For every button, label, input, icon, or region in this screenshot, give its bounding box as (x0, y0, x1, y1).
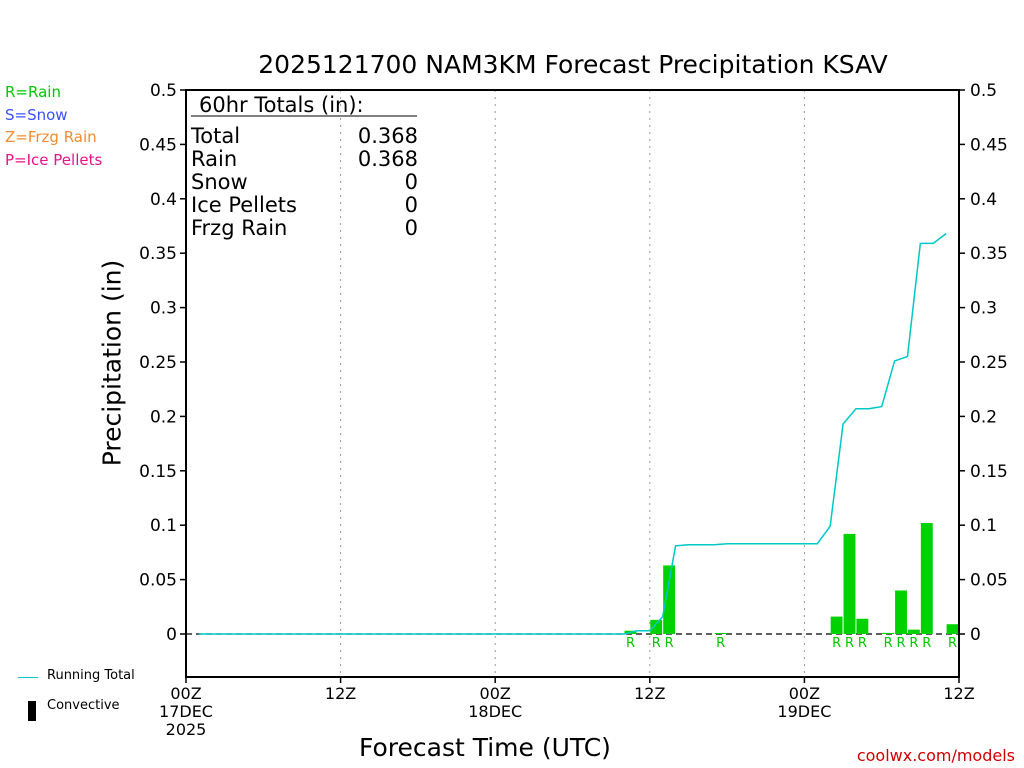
x-tick-label: 2025 (166, 720, 207, 739)
convective-legend-label: Convective (47, 698, 120, 713)
precip-bar (920, 523, 933, 634)
precip-type-label: R (845, 636, 854, 651)
y-tick-label-right: 0.5 (970, 81, 997, 101)
precip-type-label: R (652, 636, 661, 651)
y-tick-label-right: 0.35 (970, 244, 1008, 264)
totals-row-label: Total (190, 124, 240, 148)
grid-lines (186, 90, 959, 677)
x-tick-label: 12Z (325, 684, 356, 703)
running-total-layer (198, 233, 947, 635)
y-tick-label-left: 0.4 (150, 190, 177, 210)
precip-bar (907, 629, 920, 634)
y-tick-label-right: 0.05 (970, 571, 1008, 591)
precip-bar (650, 619, 663, 634)
y-tick-label-left: 0.35 (139, 244, 177, 264)
y-tick-label-left: 0.05 (139, 571, 177, 591)
precip-bar (895, 590, 907, 634)
source-credit: coolwx.com/models (856, 746, 1015, 765)
x-tick-label: 12Z (634, 684, 665, 703)
y-tick-label-right: 0.2 (970, 407, 997, 427)
totals-row-value: 0.368 (358, 147, 418, 171)
precip-type-label: R (884, 636, 893, 651)
y-tick-label-right: 0.3 (970, 299, 997, 319)
totals-row-value: 0 (405, 216, 418, 240)
y-tick-label-right: 0.45 (970, 135, 1008, 155)
totals-row-label: Rain (191, 147, 237, 171)
x-tick-label: 00Z (170, 684, 201, 703)
totals-row-value: 0 (405, 193, 418, 217)
y-tick-label-left: 0.5 (150, 81, 177, 101)
totals-row-label: Frzg Rain (191, 216, 287, 240)
totals-box: 60hr Totals (in): Total 0.368 Rain 0.368 Snow… (190, 93, 418, 240)
running-total-line (198, 233, 947, 635)
legend-ice-pellets: P=Ice Pellets (5, 150, 103, 169)
precip-type-label: R (909, 636, 918, 651)
precip-bar (830, 616, 843, 634)
precip-type-label: R (948, 636, 957, 651)
precip-type-label: R (832, 636, 841, 651)
precip-type-legend: R=Rain S=Snow Z=Frzg Rain P=Ice Pellets (5, 81, 102, 171)
y-tick-label-left: 0.1 (150, 516, 177, 536)
totals-row-label: Snow (191, 170, 248, 194)
y-tick-label-right: 0.15 (970, 462, 1008, 482)
precip-type-label: R (922, 636, 931, 651)
x-tick-label: 17DEC (159, 702, 213, 721)
precip-bar (843, 533, 856, 634)
precip-bar (663, 565, 676, 634)
x-tick-label: 00Z (480, 684, 511, 703)
y-tick-label-right: 0.25 (970, 353, 1008, 373)
y-tick-label-left: 0.25 (139, 353, 177, 373)
convective-swatch (28, 701, 36, 721)
running-total-swatch (18, 677, 38, 678)
totals-row-label: Ice Pellets (191, 193, 297, 217)
precip-type-label: R (665, 636, 674, 651)
precip-bar (714, 633, 727, 634)
plot-frame (185, 89, 960, 678)
precip-type-label: R (897, 636, 906, 651)
x-axis-label: Forecast Time (UTC) (359, 733, 611, 762)
x-tick-label: 18DEC (468, 702, 522, 721)
precip-bar (856, 618, 869, 634)
precip-bar (882, 632, 895, 634)
y-tick-label-left: 0 (166, 625, 177, 645)
x-tick-label: 19DEC (777, 702, 831, 721)
y-tick-label-right: 0.4 (970, 190, 997, 210)
axes: 0.5 0.5 0.45 0.45 0.4 0.4 0.35 0.35 0.3 0.3 0.25 0.… (139, 81, 1008, 739)
chart-title: 2025121700 NAM3KM Forecast Precipitation… (258, 50, 888, 79)
legend-snow: S=Snow (5, 105, 68, 124)
y-tick-label-right: 0 (970, 625, 981, 645)
precip-bars (624, 523, 959, 634)
precip-type-label: R (626, 636, 635, 651)
legend-frzg-rain: Z=Frzg Rain (5, 128, 97, 146)
running-total-legend-label: Running Total (47, 668, 135, 683)
precip-bar (946, 624, 959, 634)
y-tick-label-left: 0.45 (139, 135, 177, 155)
y-tick-label-right: 0.1 (970, 516, 997, 536)
precip-type-label: R (858, 636, 867, 651)
y-tick-label-left: 0.15 (139, 462, 177, 482)
precip-type-label: R (716, 636, 725, 651)
x-tick-label: 00Z (789, 684, 820, 703)
y-axis-label: Precipitation (in) (97, 259, 127, 467)
x-tick-label: 12Z (943, 684, 974, 703)
legend-rain: R=Rain (5, 83, 61, 101)
totals-row-value: 0.368 (358, 124, 418, 148)
totals-row-value: 0 (405, 170, 418, 194)
y-tick-label-left: 0.2 (150, 407, 177, 427)
totals-header: 60hr Totals (in): (199, 93, 364, 117)
y-tick-label-left: 0.3 (150, 299, 177, 319)
